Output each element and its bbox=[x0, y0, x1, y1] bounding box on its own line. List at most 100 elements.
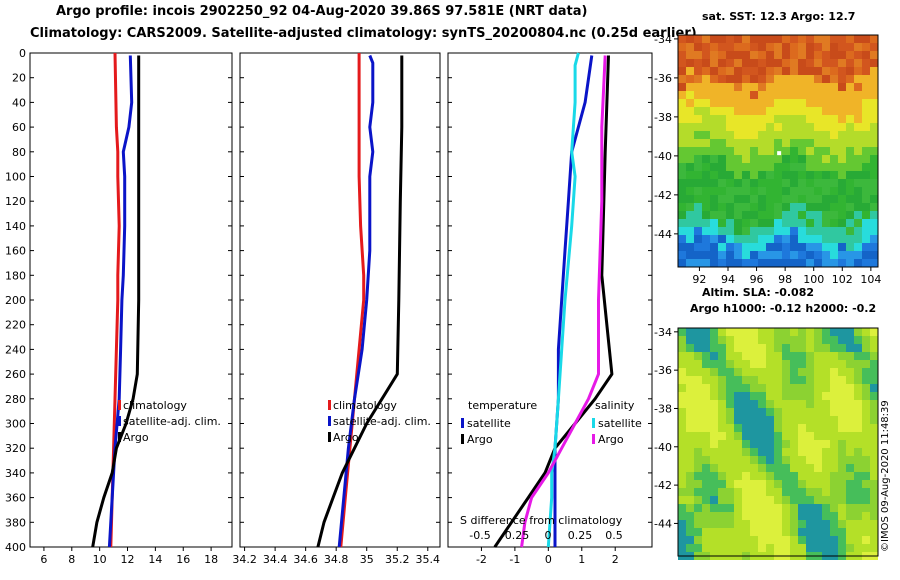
sst-map-cell bbox=[774, 171, 782, 179]
sla-map-cell bbox=[806, 464, 814, 472]
sla-map-cell bbox=[862, 448, 870, 456]
sla-map-cell bbox=[774, 376, 782, 384]
temperature-legend-label: Argo bbox=[467, 433, 493, 446]
sla-map-cell bbox=[694, 336, 702, 344]
depth-axis-label: 40 bbox=[12, 96, 26, 109]
sst-map-cell bbox=[718, 163, 726, 171]
sst-map-cell bbox=[798, 163, 806, 171]
sst-map-cell bbox=[862, 155, 870, 163]
sst-map-cell bbox=[774, 251, 782, 259]
sst-map-cell bbox=[830, 243, 838, 251]
sst-map-cell bbox=[814, 59, 822, 67]
sla-map-cell bbox=[766, 472, 774, 480]
sst-map-cell bbox=[782, 155, 790, 163]
sla-map-cell bbox=[758, 368, 766, 376]
sla-map-cell bbox=[790, 504, 798, 512]
sla-map-cell bbox=[814, 488, 822, 496]
depth-axis-label: 60 bbox=[12, 121, 26, 134]
sst-map-lon-label: 92 bbox=[692, 273, 706, 286]
sla-map-cell bbox=[854, 536, 862, 544]
sst-map-cell bbox=[822, 107, 830, 115]
sst-map-cell bbox=[710, 195, 718, 203]
sst-map-cell bbox=[806, 243, 814, 251]
sst-map-cell bbox=[830, 91, 838, 99]
sst-map-cell bbox=[862, 211, 870, 219]
sla-map-cell bbox=[862, 520, 870, 528]
sst-map-cell bbox=[702, 227, 710, 235]
sst-map-cell bbox=[806, 163, 814, 171]
sst-map-cell bbox=[806, 91, 814, 99]
sst-map-cell bbox=[758, 75, 766, 83]
sst-map-cell bbox=[870, 131, 878, 139]
sla-map-cell bbox=[710, 472, 718, 480]
sla-map-cell bbox=[718, 344, 726, 352]
sla-map-cell bbox=[806, 344, 814, 352]
sla-map-cell bbox=[814, 344, 822, 352]
sst-map-cell bbox=[734, 179, 742, 187]
sla-map-cell bbox=[822, 536, 830, 544]
sla-map-cell bbox=[766, 360, 774, 368]
sla-map-cell bbox=[862, 432, 870, 440]
sla-map-cell bbox=[766, 336, 774, 344]
sst-map-cell bbox=[814, 51, 822, 59]
sst-map-cell bbox=[782, 187, 790, 195]
sst-map-cell bbox=[830, 179, 838, 187]
sla-map-cell bbox=[678, 464, 686, 472]
sst-map-cell bbox=[790, 243, 798, 251]
sst-map-cell bbox=[822, 179, 830, 187]
sst-map-cell bbox=[822, 147, 830, 155]
sst-map-cell bbox=[790, 259, 798, 267]
sla-map-cell bbox=[830, 520, 838, 528]
salinity-profile-legend-label: Argo bbox=[333, 431, 359, 444]
sla-map-cell bbox=[766, 352, 774, 360]
sla-map-cell bbox=[766, 376, 774, 384]
sst-map-cell bbox=[766, 203, 774, 211]
sst-map-cell bbox=[798, 67, 806, 75]
sst-map-cell bbox=[750, 83, 758, 91]
sla-map-cell bbox=[806, 528, 814, 536]
sst-map-cell bbox=[734, 251, 742, 259]
sst-map-cell bbox=[710, 59, 718, 67]
sla-map-cell bbox=[830, 512, 838, 520]
sla-map-cell bbox=[798, 512, 806, 520]
sst-map-cell bbox=[774, 203, 782, 211]
sla-map-cell bbox=[846, 536, 854, 544]
sst-map-cell bbox=[766, 211, 774, 219]
sla-map-cell bbox=[702, 488, 710, 496]
sst-map-cell bbox=[782, 259, 790, 267]
sla-map-cell bbox=[838, 360, 846, 368]
sla-map-cell bbox=[750, 368, 758, 376]
sla-map-cell bbox=[774, 408, 782, 416]
sla-map-cell bbox=[678, 360, 686, 368]
sla-map-cell bbox=[710, 328, 718, 336]
sla-map-cell bbox=[710, 480, 718, 488]
sst-map-cell bbox=[774, 99, 782, 107]
sst-map-cell bbox=[854, 227, 862, 235]
sst-map-cell bbox=[734, 51, 742, 59]
sst-map-cell bbox=[790, 163, 798, 171]
sst-map-cell bbox=[726, 195, 734, 203]
sla-map-cell bbox=[726, 376, 734, 384]
sst-map-cell bbox=[766, 147, 774, 155]
sla-map-cell bbox=[758, 480, 766, 488]
sla-map-cell bbox=[742, 464, 750, 472]
sla-map-cell bbox=[750, 336, 758, 344]
depth-axis-label: 300 bbox=[5, 418, 26, 431]
sst-map-cell bbox=[838, 259, 846, 267]
sst-map-cell bbox=[838, 203, 846, 211]
sla-map-cell bbox=[830, 544, 838, 552]
sla-map-cell bbox=[798, 336, 806, 344]
sst-map-cell bbox=[854, 203, 862, 211]
sst-map-cell bbox=[806, 43, 814, 51]
sst-map-cell bbox=[806, 147, 814, 155]
sla-map-cell bbox=[814, 328, 822, 336]
sla-map-cell bbox=[758, 384, 766, 392]
sst-map-cell bbox=[758, 179, 766, 187]
temperature-profile-legend-label: Argo bbox=[123, 431, 149, 444]
sla-map-cell bbox=[870, 368, 878, 376]
sst-map-cell bbox=[814, 179, 822, 187]
sst-map-cell bbox=[726, 115, 734, 123]
sla-map-cell bbox=[870, 408, 878, 416]
sla-map-cell bbox=[734, 528, 742, 536]
sst-map-cell bbox=[790, 171, 798, 179]
